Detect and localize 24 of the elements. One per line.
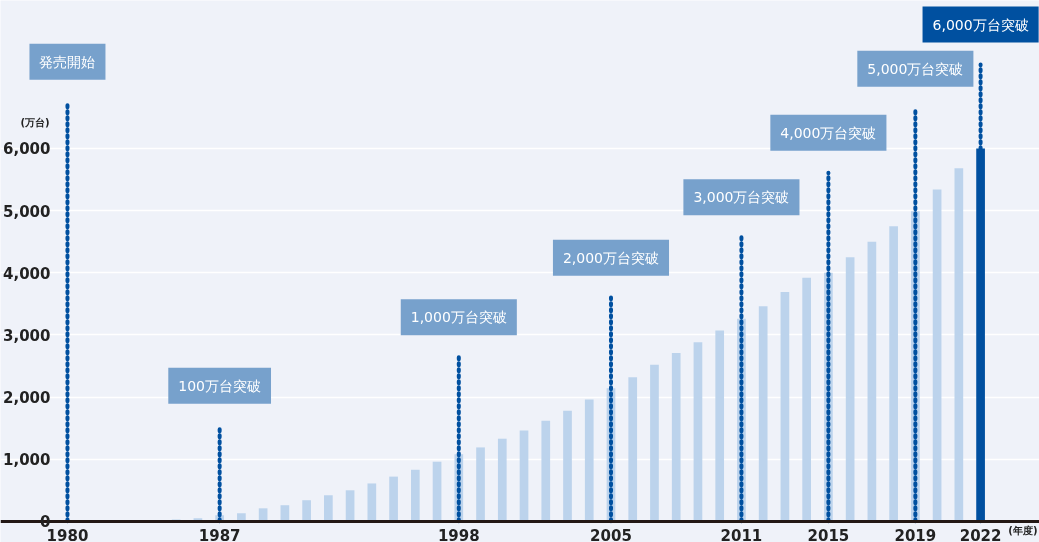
annotation: 5,000万台突破	[867, 60, 964, 77]
x-tick-label: 2019	[894, 527, 937, 542]
annotation: 4,000万台突破	[780, 124, 877, 141]
annotation: 発売開始	[39, 53, 96, 70]
x-tick-label: 2022	[959, 527, 1002, 542]
annotation: 100万台突破	[178, 377, 262, 394]
x-tick-label: 2005	[590, 527, 632, 542]
annotation: 1,000万台突破	[410, 309, 507, 326]
y-tick-label: 2,000	[3, 389, 51, 408]
y-tick-label: 1,000	[3, 451, 51, 470]
x-tick-label: 2015	[807, 527, 850, 542]
y-tick-label: 3,000	[3, 326, 51, 345]
y-tick-label: 6,000	[3, 140, 51, 159]
x-tick-label: 1998	[437, 527, 480, 542]
annotation: 2,000万台突破	[562, 249, 660, 266]
x-tick-label: 1980	[46, 527, 89, 542]
annotation: 6,000万台突破	[932, 16, 1029, 33]
x-tick-label: 1987	[198, 527, 241, 542]
y-tick-label: 5,000	[3, 202, 51, 221]
x-axis-title: (年度)	[1008, 525, 1038, 537]
annotation: 3,000万台突破	[693, 189, 790, 206]
x-tick-label: 2011	[720, 527, 763, 542]
y-tick-label: 4,000	[3, 264, 51, 283]
y-axis-title: (万台)	[20, 117, 50, 129]
